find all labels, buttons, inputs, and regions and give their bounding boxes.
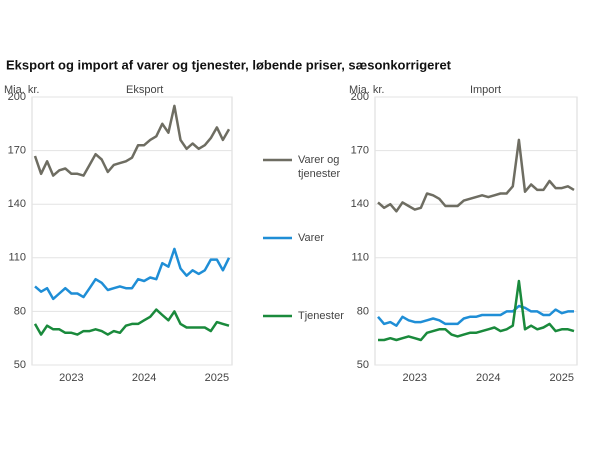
y-tick-label: 140 — [8, 198, 26, 210]
y-axis-label: Mia. kr. — [349, 84, 384, 96]
x-tick-label: 2025 — [205, 372, 229, 384]
y-tick-label: 50 — [14, 359, 26, 371]
chart-title: Eksport og import af varer og tjenester,… — [6, 57, 452, 72]
y-tick-label: 170 — [8, 145, 26, 157]
legend-label: Varer og tjenester — [298, 154, 341, 180]
x-tick-label: 2024 — [476, 372, 500, 384]
x-tick-label: 2023 — [403, 372, 427, 384]
legend-label: Tjenester — [298, 310, 344, 322]
y-tick-label: 140 — [351, 198, 369, 210]
x-tick-label: 2025 — [550, 372, 574, 384]
series-line — [33, 104, 231, 177]
series-line — [378, 279, 575, 342]
subtitle: Import — [470, 84, 501, 96]
y-tick-label: 170 — [351, 145, 369, 157]
series-line — [33, 308, 230, 336]
x-tick-label: 2023 — [59, 372, 83, 384]
y-tick-label: 110 — [351, 252, 369, 264]
series-line — [377, 138, 575, 213]
y-tick-label: 200 — [8, 91, 26, 103]
series-line — [377, 304, 574, 327]
legend-label: Varer — [298, 232, 325, 244]
y-tick-label: 50 — [357, 359, 369, 371]
y-axis-label: Mia. kr. — [4, 84, 39, 96]
y-tick-label: 80 — [14, 305, 26, 317]
y-tick-label: 200 — [351, 91, 369, 103]
y-tick-label: 110 — [8, 252, 26, 264]
subtitle: Eksport — [126, 84, 163, 96]
y-tick-label: 80 — [357, 305, 369, 317]
series-line — [34, 247, 231, 301]
x-tick-label: 2024 — [132, 372, 156, 384]
